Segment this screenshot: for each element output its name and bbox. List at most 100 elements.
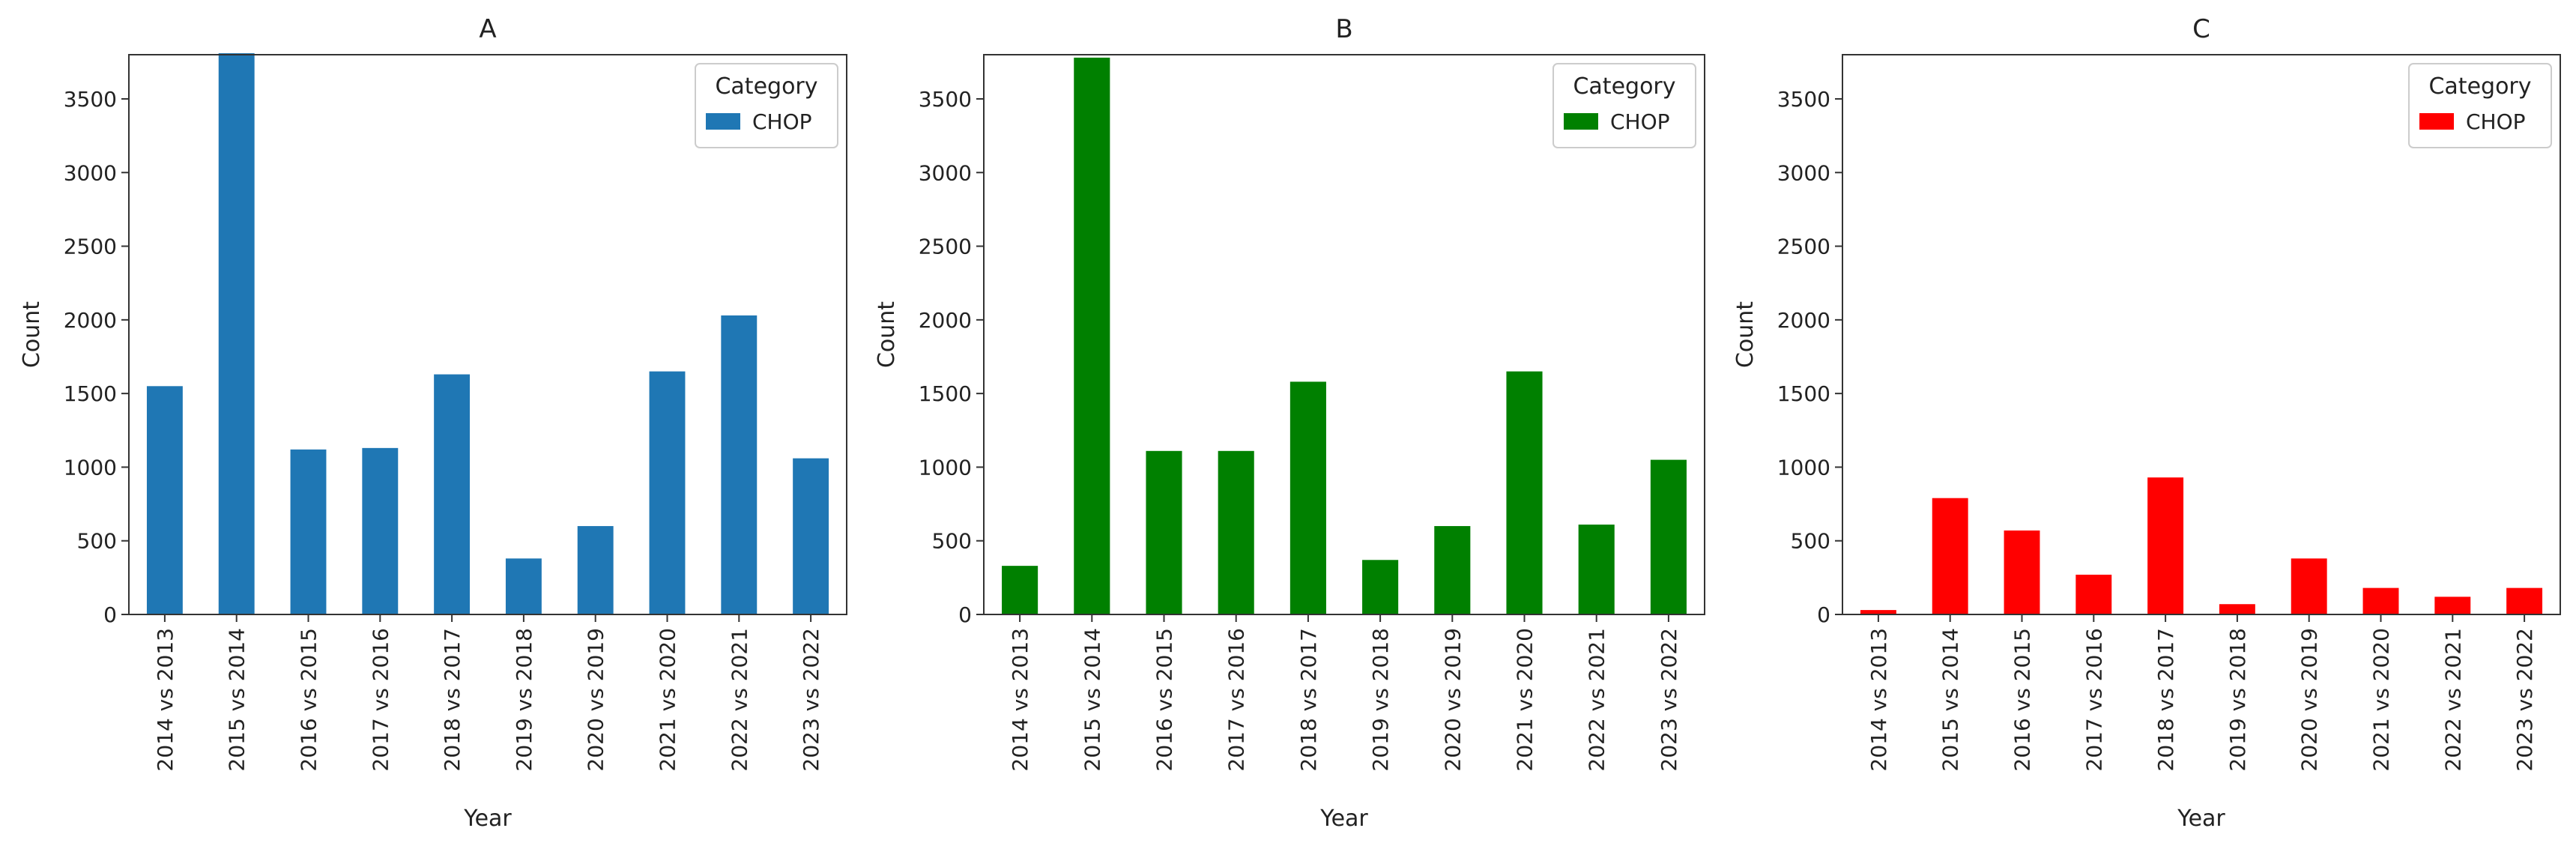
bar	[649, 371, 686, 614]
x-tick-label: 2020 vs 2019	[584, 628, 608, 771]
y-tick-label: 2000	[64, 308, 117, 333]
x-tick-label: 2021 vs 2020	[2369, 628, 2394, 771]
y-tick-label: 0	[958, 602, 972, 627]
x-tick-label: 2015 vs 2014	[225, 628, 250, 771]
x-tick-label: 2023 vs 2022	[1657, 628, 1681, 771]
x-tick-label: 2016 vs 2015	[2010, 628, 2035, 771]
bar	[362, 447, 399, 614]
y-tick-label: 0	[1817, 602, 1830, 627]
y-tick-label: 500	[1791, 529, 1830, 554]
x-axis-title: Year	[2177, 806, 2225, 832]
x-tick-label: 2015 vs 2014	[1080, 628, 1104, 771]
x-axis-title: Year	[463, 806, 512, 832]
x-tick-label: 2019 vs 2018	[512, 628, 536, 771]
y-axis-title: Count	[874, 301, 900, 368]
y-tick-label: 2500	[64, 235, 117, 259]
bar	[2075, 574, 2112, 614]
legend-label: CHOP	[1610, 109, 1670, 134]
y-tick-label: 3500	[64, 87, 117, 112]
bar	[1860, 610, 1896, 614]
x-tick-label: 2023 vs 2022	[799, 628, 823, 771]
x-tick-label: 2016 vs 2015	[1152, 628, 1177, 771]
bar	[2147, 477, 2184, 614]
x-tick-label: 2017 vs 2016	[2081, 628, 2106, 771]
bar	[1434, 526, 1471, 614]
plot-frame	[983, 54, 1705, 615]
y-tick-label: 0	[103, 602, 117, 627]
bar	[793, 458, 829, 614]
x-tick-label: 2023 vs 2022	[2512, 628, 2537, 771]
bar	[146, 386, 183, 614]
y-tick-label: 1000	[64, 455, 117, 480]
bar	[218, 53, 255, 615]
legend-swatch	[1564, 113, 1598, 130]
bar	[1146, 450, 1182, 614]
bar	[434, 374, 471, 614]
bar	[2434, 596, 2471, 614]
x-tick-label: 2014 vs 2013	[1866, 628, 1891, 771]
x-tick-label: 2018 vs 2017	[1296, 628, 1321, 771]
bar	[2291, 558, 2327, 614]
x-tick-label: 2021 vs 2020	[1513, 628, 1538, 771]
bar	[290, 449, 327, 614]
bar	[505, 558, 542, 614]
x-tick-label: 2017 vs 2016	[368, 628, 393, 771]
bar	[2362, 587, 2399, 614]
x-tick-label: 2017 vs 2016	[1224, 628, 1249, 771]
bar	[1932, 498, 1968, 614]
plot-frame	[128, 54, 847, 615]
x-tick-label: 2019 vs 2018	[2225, 628, 2250, 771]
bar	[577, 526, 614, 614]
bar	[721, 315, 758, 614]
x-tick-label: 2018 vs 2017	[2153, 628, 2178, 771]
legend-swatch	[706, 113, 740, 130]
y-tick-label: 1000	[919, 455, 972, 480]
y-axis-title: Count	[19, 301, 45, 368]
y-tick-label: 3000	[1777, 160, 1830, 185]
x-tick-label: 2019 vs 2018	[1368, 628, 1393, 771]
legend-title: Category	[2428, 73, 2531, 100]
y-tick-label: 2500	[1777, 235, 1830, 259]
legend-label: CHOP	[2466, 109, 2526, 134]
x-tick-label: 2014 vs 2013	[1008, 628, 1032, 771]
x-tick-label: 2020 vs 2019	[2297, 628, 2322, 771]
bar	[1362, 560, 1399, 614]
y-tick-label: 2500	[919, 235, 972, 259]
x-tick-label: 2022 vs 2021	[727, 628, 752, 771]
bar	[1506, 371, 1543, 614]
chart-panel-b: 0 500 1000 1500 2000 2500 3000 3500 2014 vs 2013…	[874, 14, 1705, 832]
bar	[1650, 459, 1687, 614]
y-tick-label: 1000	[1777, 455, 1830, 480]
y-tick-label: 2000	[919, 308, 972, 333]
x-tick-label: 2014 vs 2013	[153, 628, 178, 771]
x-tick-label: 2018 vs 2017	[440, 628, 465, 771]
x-axis-title: Year	[1319, 806, 1368, 832]
x-tick-label: 2016 vs 2015	[297, 628, 321, 771]
plot-frame	[1842, 54, 2561, 615]
legend-label: CHOP	[752, 109, 812, 134]
y-tick-label: 500	[77, 529, 117, 554]
bar	[2219, 604, 2255, 614]
bar	[2506, 587, 2543, 614]
panel-title: C	[2192, 14, 2210, 44]
bar	[1074, 57, 1110, 614]
x-tick-label: 2020 vs 2019	[1440, 628, 1465, 771]
panel-title: B	[1335, 14, 1352, 44]
chart-panel-a: 0 500 1000 1500 2000 2500 3000 3500 2014 vs 2013…	[19, 14, 847, 832]
bar	[1289, 381, 1326, 614]
y-tick-label: 3500	[1777, 87, 1830, 112]
y-tick-label: 3500	[919, 87, 972, 112]
y-tick-label: 1500	[1777, 381, 1830, 406]
y-tick-label: 3000	[64, 160, 117, 185]
x-tick-label: 2022 vs 2021	[2440, 628, 2465, 771]
y-tick-label: 2000	[1777, 308, 1830, 333]
y-tick-label: 500	[932, 529, 972, 554]
legend-title: Category	[715, 73, 817, 100]
y-tick-label: 3000	[919, 160, 972, 185]
bar	[1002, 566, 1038, 614]
y-tick-label: 1500	[919, 381, 972, 406]
x-tick-label: 2021 vs 2020	[656, 628, 680, 771]
panel-title: A	[479, 14, 496, 44]
